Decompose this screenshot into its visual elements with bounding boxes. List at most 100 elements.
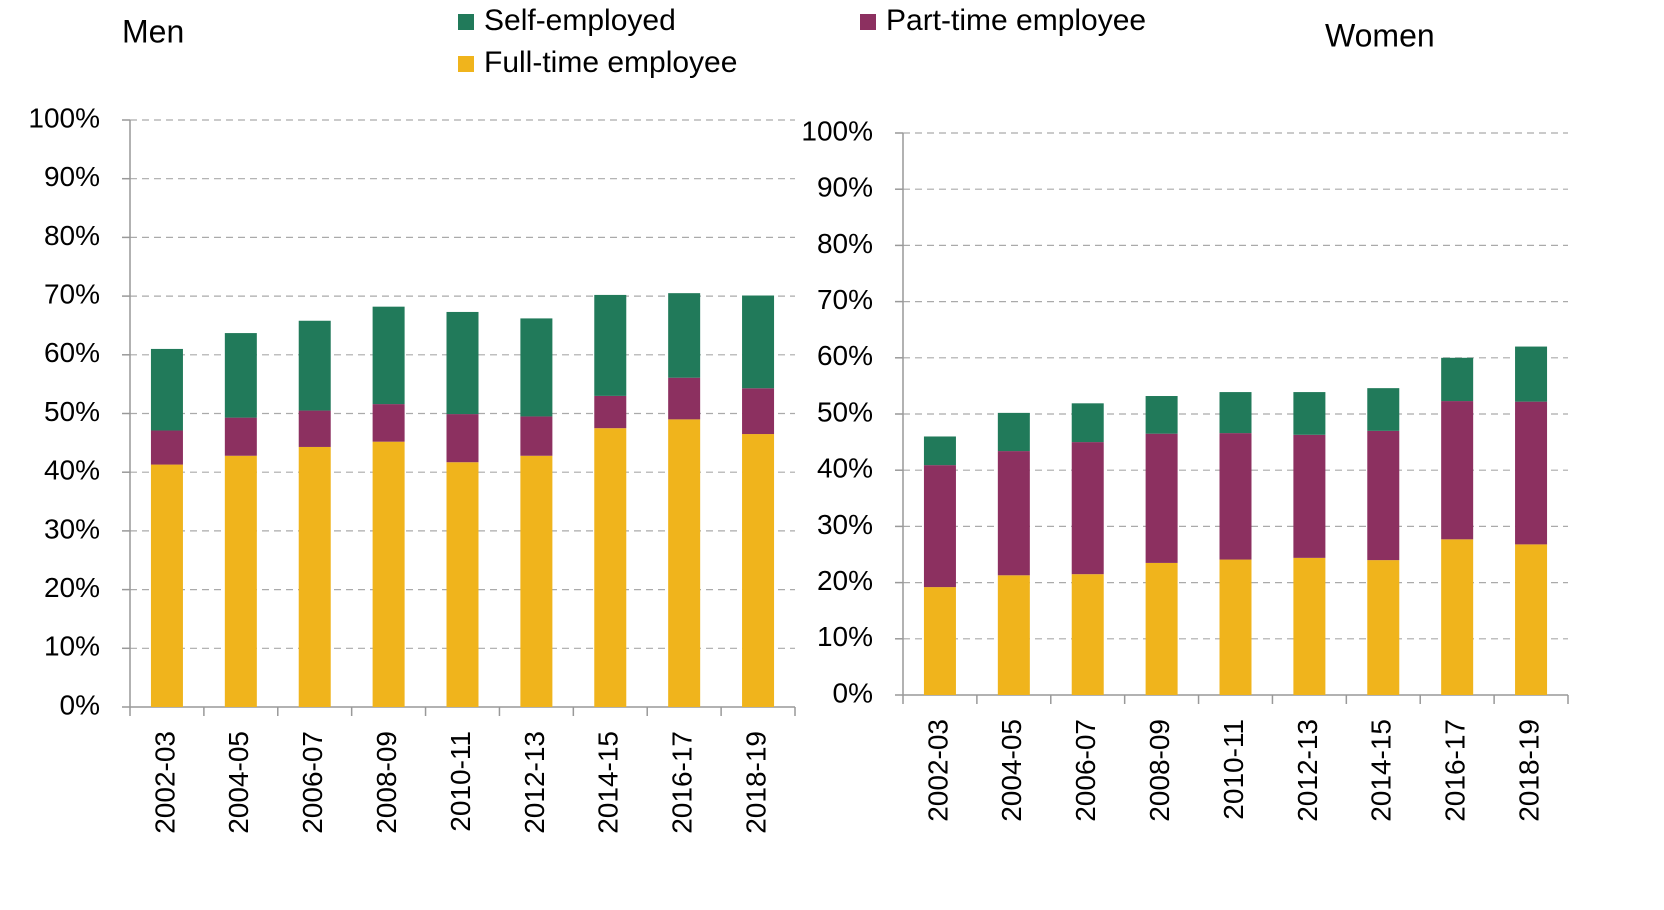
bar-segment <box>997 451 1030 576</box>
bar-segment <box>923 587 956 695</box>
bar-segment <box>298 446 331 707</box>
legend-swatch <box>860 14 876 30</box>
bar-segment <box>150 430 183 465</box>
bar-segment <box>1367 388 1400 431</box>
bar-segment <box>1515 346 1548 402</box>
chart-title: Men <box>122 13 184 49</box>
bar-segment <box>1293 392 1326 435</box>
bar-segment <box>594 428 627 707</box>
bar-segment <box>520 318 553 417</box>
y-tick-label: 40% <box>817 453 873 484</box>
y-tick-label: 50% <box>44 396 100 427</box>
y-tick-label: 100% <box>801 115 873 146</box>
bar-segment <box>1145 562 1178 695</box>
bar-segment <box>372 441 405 707</box>
y-tick-label: 0% <box>833 677 873 708</box>
bar-segment <box>520 455 553 707</box>
bar-segment <box>150 348 183 431</box>
x-tick-label: 2016-17 <box>667 731 698 834</box>
x-tick-label: 2006-07 <box>1070 719 1101 822</box>
bar-segment <box>446 311 479 415</box>
x-tick-label: 2012-13 <box>519 731 550 834</box>
bar-segment <box>372 404 405 442</box>
y-tick-label: 50% <box>817 396 873 427</box>
bar-segment <box>1145 396 1178 434</box>
x-tick-label: 2012-13 <box>1292 719 1323 822</box>
legend-swatch <box>458 56 474 72</box>
bar-segment <box>224 417 257 456</box>
bar-segment <box>1219 559 1252 695</box>
y-tick-label: 40% <box>44 455 100 486</box>
bar-segment <box>1219 433 1252 560</box>
y-tick-label: 80% <box>817 228 873 259</box>
legend-label: Full-time employee <box>484 46 737 79</box>
x-tick-label: 2016-17 <box>1440 719 1471 822</box>
bar-segment <box>446 414 479 463</box>
bar-segment <box>594 294 627 396</box>
y-tick-label: 60% <box>817 340 873 371</box>
legend-swatch <box>458 14 474 30</box>
bar-segment <box>298 410 331 447</box>
y-tick-label: 60% <box>44 337 100 368</box>
x-tick-label: 2002-03 <box>922 719 953 822</box>
bar-segment <box>372 306 405 405</box>
y-tick-label: 20% <box>817 565 873 596</box>
y-tick-label: 10% <box>44 631 100 662</box>
bar-segment <box>1219 392 1252 434</box>
y-tick-label: 20% <box>44 572 100 603</box>
y-tick-label: 80% <box>44 220 100 251</box>
bar-segment <box>1515 544 1548 695</box>
y-tick-label: 70% <box>44 278 100 309</box>
bar-segment <box>224 455 257 707</box>
x-tick-label: 2004-05 <box>996 719 1027 822</box>
bar-segment <box>224 333 257 418</box>
y-tick-label: 30% <box>44 513 100 544</box>
bar-segment <box>1071 574 1104 695</box>
bar-segment <box>298 320 331 411</box>
bar-segment <box>742 434 775 707</box>
bar-segment <box>1145 433 1178 563</box>
bar-segment <box>1367 430 1400 561</box>
bar-segment <box>923 436 956 466</box>
y-tick-label: 90% <box>44 161 100 192</box>
bar-segment <box>520 416 553 456</box>
bar-segment <box>594 395 627 429</box>
x-tick-label: 2008-09 <box>1144 719 1175 822</box>
bar-segment <box>923 465 956 588</box>
x-tick-label: 2004-05 <box>223 731 254 834</box>
legend-label: Self-employed <box>484 4 676 37</box>
bar-segment <box>446 462 479 707</box>
x-tick-label: 2018-19 <box>1513 719 1544 822</box>
bar-segment <box>1071 442 1104 575</box>
y-tick-label: 100% <box>28 102 100 133</box>
y-tick-label: 70% <box>817 284 873 315</box>
y-tick-label: 90% <box>817 172 873 203</box>
x-tick-label: 2002-03 <box>149 731 180 834</box>
bar-segment <box>668 419 701 707</box>
bar-segment <box>150 464 183 707</box>
bar-segment <box>1367 560 1400 695</box>
bar-segment <box>1071 403 1104 443</box>
legend-label: Part-time employee <box>886 4 1146 37</box>
bar-segment <box>1441 357 1474 402</box>
bar-segment <box>997 575 1030 695</box>
y-tick-label: 30% <box>817 509 873 540</box>
bar-segment <box>1441 539 1474 695</box>
x-tick-label: 2006-07 <box>297 731 328 834</box>
chart-title: Women <box>1325 17 1435 53</box>
bar-segment <box>668 293 701 378</box>
x-tick-label: 2014-15 <box>593 731 624 834</box>
y-tick-label: 10% <box>817 621 873 652</box>
bar-segment <box>1293 557 1326 695</box>
x-tick-label: 2010-11 <box>1218 719 1249 820</box>
y-tick-label: 0% <box>60 689 100 720</box>
x-tick-label: 2018-19 <box>740 731 771 834</box>
bar-segment <box>742 388 775 435</box>
bar-segment <box>668 377 701 420</box>
bar-segment <box>1293 434 1326 558</box>
x-tick-label: 2014-15 <box>1366 719 1397 822</box>
x-tick-label: 2010-11 <box>445 731 476 832</box>
bar-segment <box>1515 401 1548 545</box>
